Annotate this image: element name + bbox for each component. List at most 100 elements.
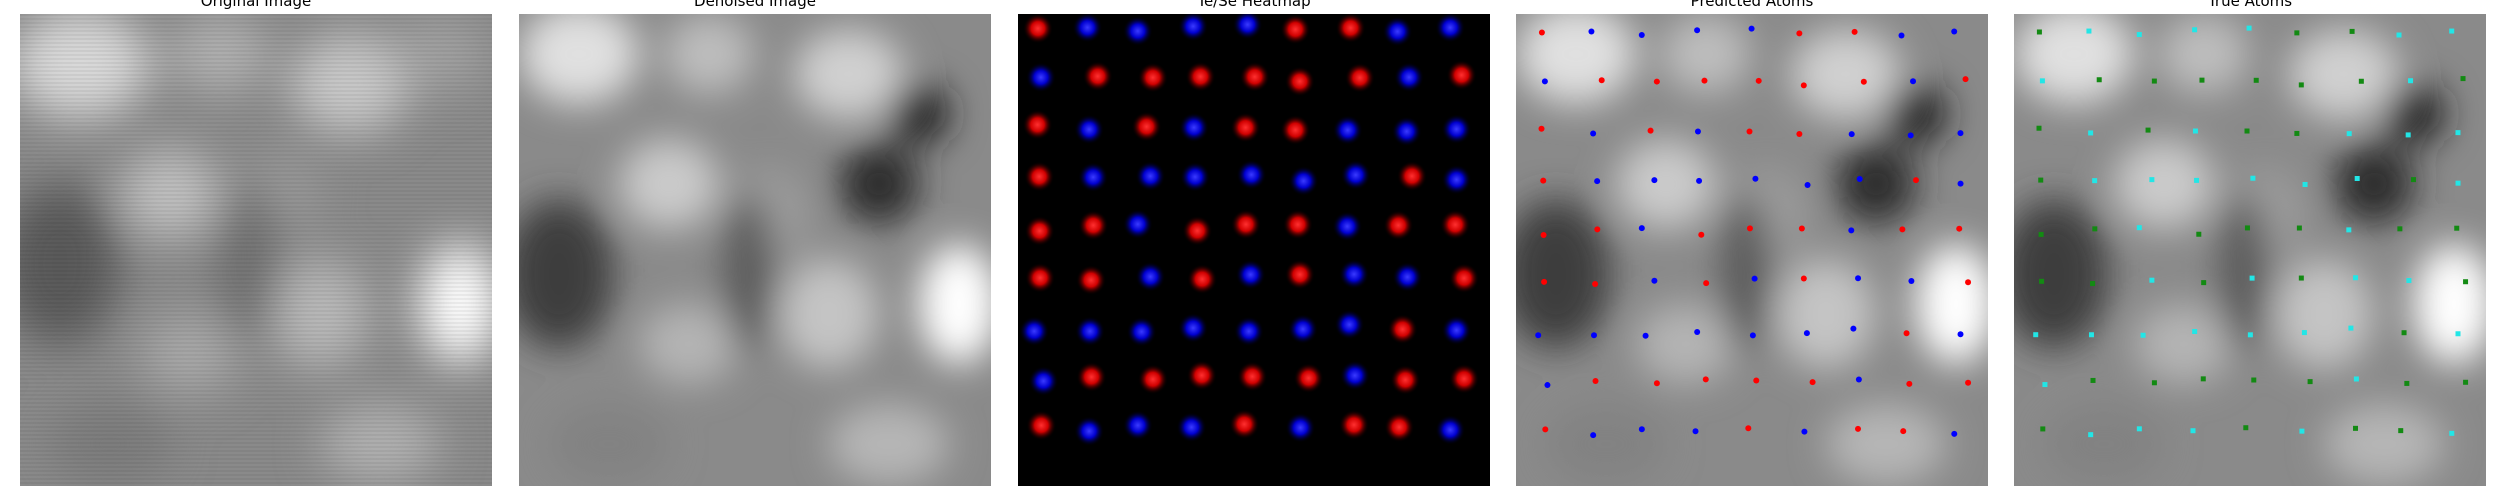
se-spot [1234,316,1264,346]
te-spot [1339,410,1369,440]
se-spot [1340,360,1370,390]
true-te-atom [2091,378,2096,383]
predicted-te-atom [1541,279,1547,285]
predicted-te-atom [1965,380,1971,386]
te-spot [1078,210,1108,240]
true-se-atom [2193,129,2198,134]
true-se-atom [2348,326,2353,331]
true-te-atom [2037,126,2042,131]
true-se-atom [2149,177,2154,182]
te-spot [1231,209,1261,239]
predicted-se-atom [1639,426,1645,432]
predicted-te-atom [1698,232,1704,238]
true-te-atom [2199,78,2204,83]
te-spot [1397,161,1427,191]
se-spot [1019,316,1049,346]
predicted-se-atom [1694,329,1700,335]
se-spot [1236,160,1266,190]
predicted-se-atom [1855,275,1861,281]
true-te-atom [2201,280,2206,285]
te-spot [1283,210,1313,240]
se-spot [1435,415,1465,445]
true-se-atom [2191,428,2196,433]
se-spot [1180,162,1210,192]
true-se-atom [2346,227,2351,232]
te-spot [1440,210,1470,240]
te-spot [1138,364,1168,394]
true-se-atom [2354,376,2359,381]
predicted-se-atom [1801,429,1807,435]
true-te-atom [2090,281,2095,286]
te-spot [1076,265,1106,295]
te-spot [1280,115,1310,145]
predicted-te-atom [1965,279,1971,285]
predicted-se-atom [1951,431,1957,437]
true-te-atom [2297,226,2302,231]
predicted-se-atom [1857,176,1863,182]
true-te-atom [2243,425,2248,430]
te-spot [1132,112,1162,142]
predicted-te-atom [1810,379,1816,385]
se-spot [1442,315,1472,345]
true-te-atom [2353,426,2358,431]
te-spot [1449,263,1479,293]
predicted-se-atom [1651,278,1657,284]
true-te-atom [2359,79,2364,84]
true-se-atom [2149,278,2154,283]
predicted-se-atom [1958,181,1964,187]
predicted-se-atom [1643,333,1649,339]
true-se-atom [2303,182,2308,187]
true-te-atom [2097,77,2102,82]
te-spot [1023,14,1053,43]
panel-title-heatmap: Te/Se Heatmap [1018,0,1490,11]
predicted-te-atom [1906,381,1912,387]
te-spot [1024,162,1054,192]
predicted-te-atom [1801,276,1807,282]
se-spot [1123,209,1153,239]
true-te-atom [2461,76,2466,81]
predicted-te-atom [1654,79,1660,85]
true-se-atom [2406,132,2411,137]
te-spot [1025,263,1055,293]
se-spot [1285,413,1315,443]
predicted-se-atom [1908,132,1914,138]
se-spot [1078,162,1108,192]
te-spot [1388,314,1418,344]
se-spot [1394,62,1424,92]
true-te-atom [2152,79,2157,84]
se-spot [1177,412,1207,442]
true-se-atom [2449,431,2454,436]
te-spot [1025,216,1055,246]
predicted-se-atom [1590,130,1596,136]
te-spot [1023,110,1053,140]
true-te-atom [2245,225,2250,230]
te-spot [1077,362,1107,392]
se-spot [1442,165,1472,195]
predicted-se-atom [1856,376,1862,382]
predicted-se-atom [1850,326,1856,332]
panel-title-predicted: Predicted Atoms [1516,0,1988,11]
te-spot [1285,66,1315,96]
se-spot [1123,410,1153,440]
predicted-te-atom [1541,232,1547,238]
predicted-se-atom [1951,29,1957,35]
true-se-atom [2137,225,2142,230]
panel-denoised: Denoised Image [519,0,991,500]
te-spot [1383,210,1413,240]
se-spot [1392,116,1422,146]
se-spot [1332,211,1362,241]
se-spot [1074,416,1104,446]
se-spot [1123,16,1153,46]
predicted-te-atom [1540,178,1546,184]
predicted-se-atom [1542,78,1548,84]
predicted-se-atom [1957,130,1963,136]
predicted-te-atom [1861,79,1867,85]
predicted-te-atom [1745,425,1751,431]
true-se-atom [2092,178,2097,183]
predicted-te-atom [1703,376,1709,382]
true-se-atom [2042,382,2047,387]
predicted-se-atom [1749,26,1755,32]
predicted-te-atom [1703,280,1709,286]
predicted-te-atom [1963,76,1969,82]
predicted-se-atom [1804,330,1810,336]
